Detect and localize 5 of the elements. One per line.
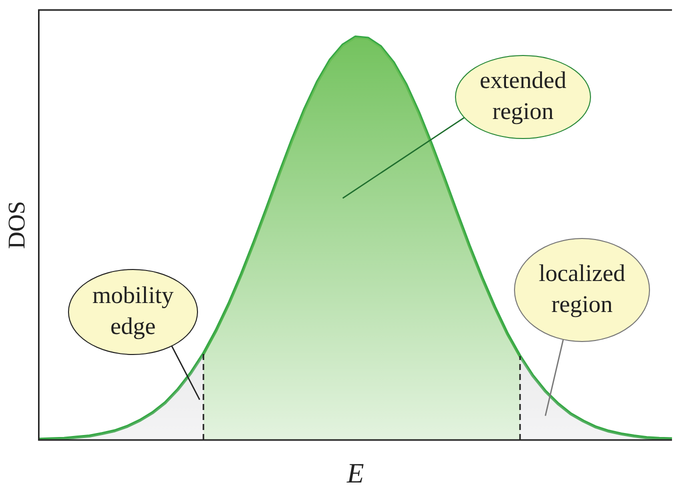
annotation: mobility edge <box>68 269 198 355</box>
annotation: localized region <box>514 238 650 342</box>
y-axis-title: DOS <box>4 200 31 250</box>
annotation: extended region <box>455 55 591 139</box>
x-axis-title: E <box>346 458 364 490</box>
